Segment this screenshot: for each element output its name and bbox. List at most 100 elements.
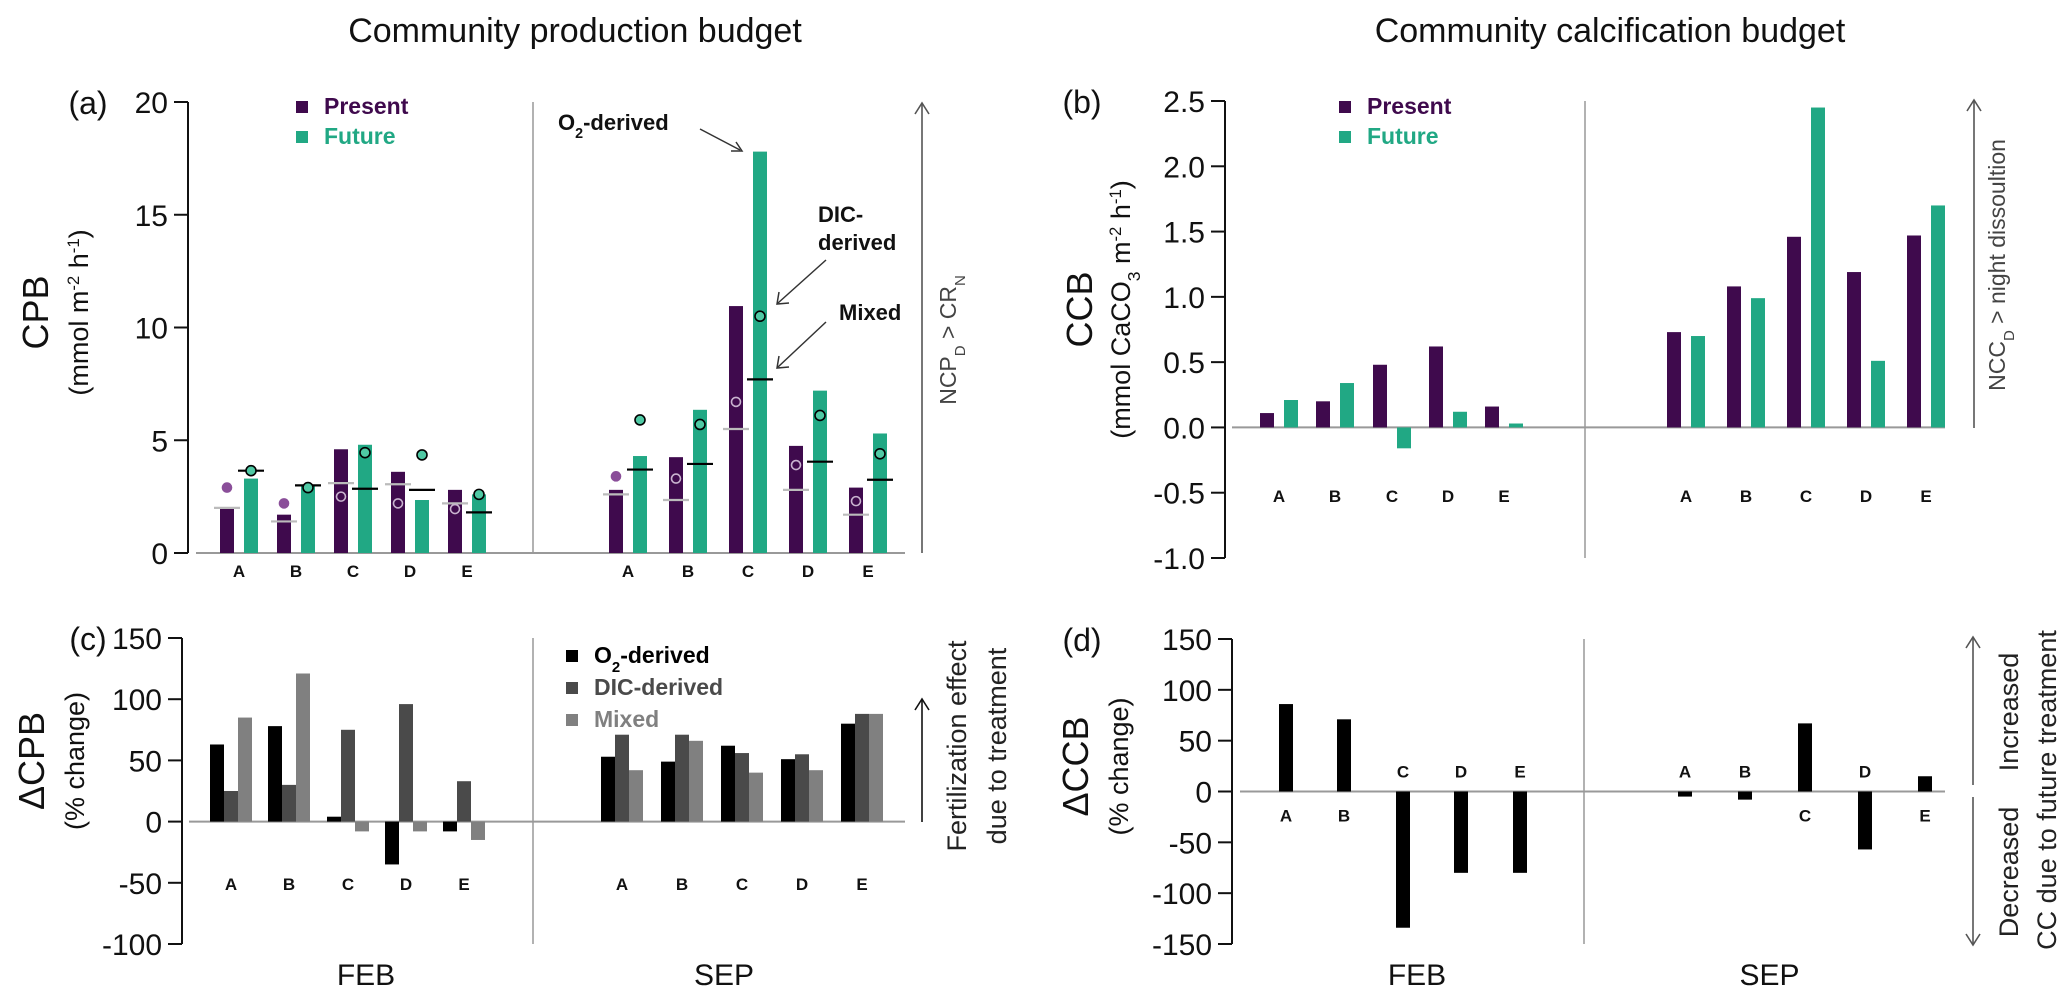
bar-future-sep-c xyxy=(753,151,767,554)
x-group-label-feb: FEB xyxy=(337,959,395,992)
bar-future-feb-a xyxy=(1284,400,1298,428)
category-label: D xyxy=(1860,487,1872,506)
bar-dic-sep-d xyxy=(795,754,809,822)
side-annotation-up: Increased xyxy=(1994,653,2024,772)
bar-future-feb-c xyxy=(358,444,372,553)
category-label: B xyxy=(1739,763,1751,782)
panel-a: (a) 0 5 10 15 20 CPB (mmol m-2 h-1) A B C D E A B C D E Pr… xyxy=(15,85,969,581)
bar-o2-feb-c xyxy=(1396,791,1410,928)
bar-dic-feb-a xyxy=(224,791,238,822)
bar-mixed-feb-c xyxy=(355,821,369,832)
legend-label-mixed: Mixed xyxy=(594,706,659,732)
legend-swatch-future xyxy=(296,131,308,143)
dic-marker-future-sep-b xyxy=(694,418,706,431)
dic-marker-future-sep-d xyxy=(814,409,826,422)
category-label: D xyxy=(404,562,416,581)
category-label: C xyxy=(736,875,748,894)
category-label: B xyxy=(676,875,688,894)
legend-label-o2: O2-derived xyxy=(594,642,710,676)
bar-o2-sep-a xyxy=(601,756,615,822)
category-label: C xyxy=(1397,763,1409,782)
bar-present-feb-e xyxy=(448,489,462,553)
dic-marker-present-sep-a xyxy=(610,471,622,482)
bar-future-sep-d xyxy=(813,390,827,553)
panel-label: (b) xyxy=(1062,84,1101,120)
y-tick-label: -0.5 xyxy=(1153,478,1205,511)
bar-dic-sep-e xyxy=(855,713,869,822)
category-label: A xyxy=(1280,807,1292,826)
y-tick-label: 5 xyxy=(151,425,168,458)
y-tick-label: 150 xyxy=(1162,624,1212,657)
bar-mixed-sep-b xyxy=(689,740,703,822)
category-label: B xyxy=(682,562,694,581)
category-label: E xyxy=(1498,487,1509,506)
dic-marker-future-feb-e xyxy=(473,488,485,501)
dic-marker-present-feb-c xyxy=(335,491,347,502)
category-label: E xyxy=(1920,487,1931,506)
bar-o2-feb-c xyxy=(327,816,341,822)
y-tick-label: 15 xyxy=(135,200,168,233)
x-group-label-sep: SEP xyxy=(1739,959,1799,992)
dic-marker-future-feb-d xyxy=(416,449,428,461)
callout-arrow-mixed xyxy=(777,321,827,368)
category-label: D xyxy=(796,875,808,894)
bar-present-sep-d xyxy=(1847,272,1861,428)
bar-present-feb-a xyxy=(220,507,234,553)
up-arrow-head xyxy=(914,101,930,115)
y-tick-label: -150 xyxy=(1152,929,1212,962)
category-label: D xyxy=(802,562,814,581)
y-tick-label: -1.0 xyxy=(1153,543,1205,576)
category-label: C xyxy=(1386,487,1398,506)
y-tick-label: 0.0 xyxy=(1163,412,1205,445)
title-production: Community production budget xyxy=(348,12,802,50)
y-tick-label: 50 xyxy=(129,745,162,778)
bar-future-sep-c xyxy=(1811,107,1825,428)
category-label: D xyxy=(400,875,412,894)
bar-future-feb-c xyxy=(1397,427,1411,449)
side-annotation: NCCD > night dissoultion xyxy=(1984,139,2018,391)
category-label: B xyxy=(1329,487,1341,506)
category-label: B xyxy=(1740,487,1752,506)
y-axis-title: CCB xyxy=(1059,271,1100,347)
bar-present-feb-d xyxy=(391,471,405,553)
bar-dic-feb-d xyxy=(399,704,413,822)
category-label: E xyxy=(862,562,873,581)
category-label: E xyxy=(1514,763,1525,782)
category-label: C xyxy=(742,562,754,581)
dic-marker-future-feb-a xyxy=(245,464,257,477)
y-axis-title: ΔCPB xyxy=(11,712,52,810)
bar-mixed-feb-b xyxy=(296,673,310,822)
bar-dic-feb-b xyxy=(282,784,296,822)
y-tick-label: 0 xyxy=(151,538,168,571)
dic-marker-present-feb-a xyxy=(221,482,233,493)
bar-o2-feb-e xyxy=(443,821,457,832)
category-label: A xyxy=(616,875,628,894)
dic-marker-present-sep-c xyxy=(730,396,742,408)
y-tick-label: 2.5 xyxy=(1163,86,1205,119)
y-tick-label: -100 xyxy=(102,929,162,962)
dic-marker-present-feb-b xyxy=(278,498,290,509)
legend-label-future: Future xyxy=(1367,123,1439,149)
bar-present-sep-d xyxy=(789,445,803,553)
bar-mixed-sep-a xyxy=(629,770,643,822)
callout-arrow-dic xyxy=(777,259,827,304)
bar-future-feb-d xyxy=(1453,411,1467,428)
bar-present-sep-b xyxy=(1727,286,1741,428)
y-tick-label: 0 xyxy=(1195,777,1212,810)
bar-o2-sep-a xyxy=(1678,791,1692,797)
bar-dic-feb-e xyxy=(457,781,471,822)
dic-marker-present-feb-e xyxy=(449,503,461,515)
category-label: A xyxy=(1273,487,1285,506)
bar-o2-sep-b xyxy=(1738,791,1752,800)
dic-marker-present-feb-d xyxy=(392,498,404,509)
y-tick-label: 1.0 xyxy=(1163,282,1205,315)
side-annotation-line1: Fertilization effect xyxy=(942,640,972,852)
bar-dic-sep-c xyxy=(735,753,749,822)
panel-d: (d) -150 -100 -50 0 50 100 150 ΔCCB (% change) A B C… xyxy=(1055,622,2062,992)
y-tick-label: 0 xyxy=(145,807,162,840)
bar-o2-sep-d xyxy=(781,759,795,822)
bar-present-sep-e xyxy=(1907,235,1921,428)
side-annotation: NCPD > CRN xyxy=(935,275,969,405)
y-tick-label: 20 xyxy=(135,87,168,120)
